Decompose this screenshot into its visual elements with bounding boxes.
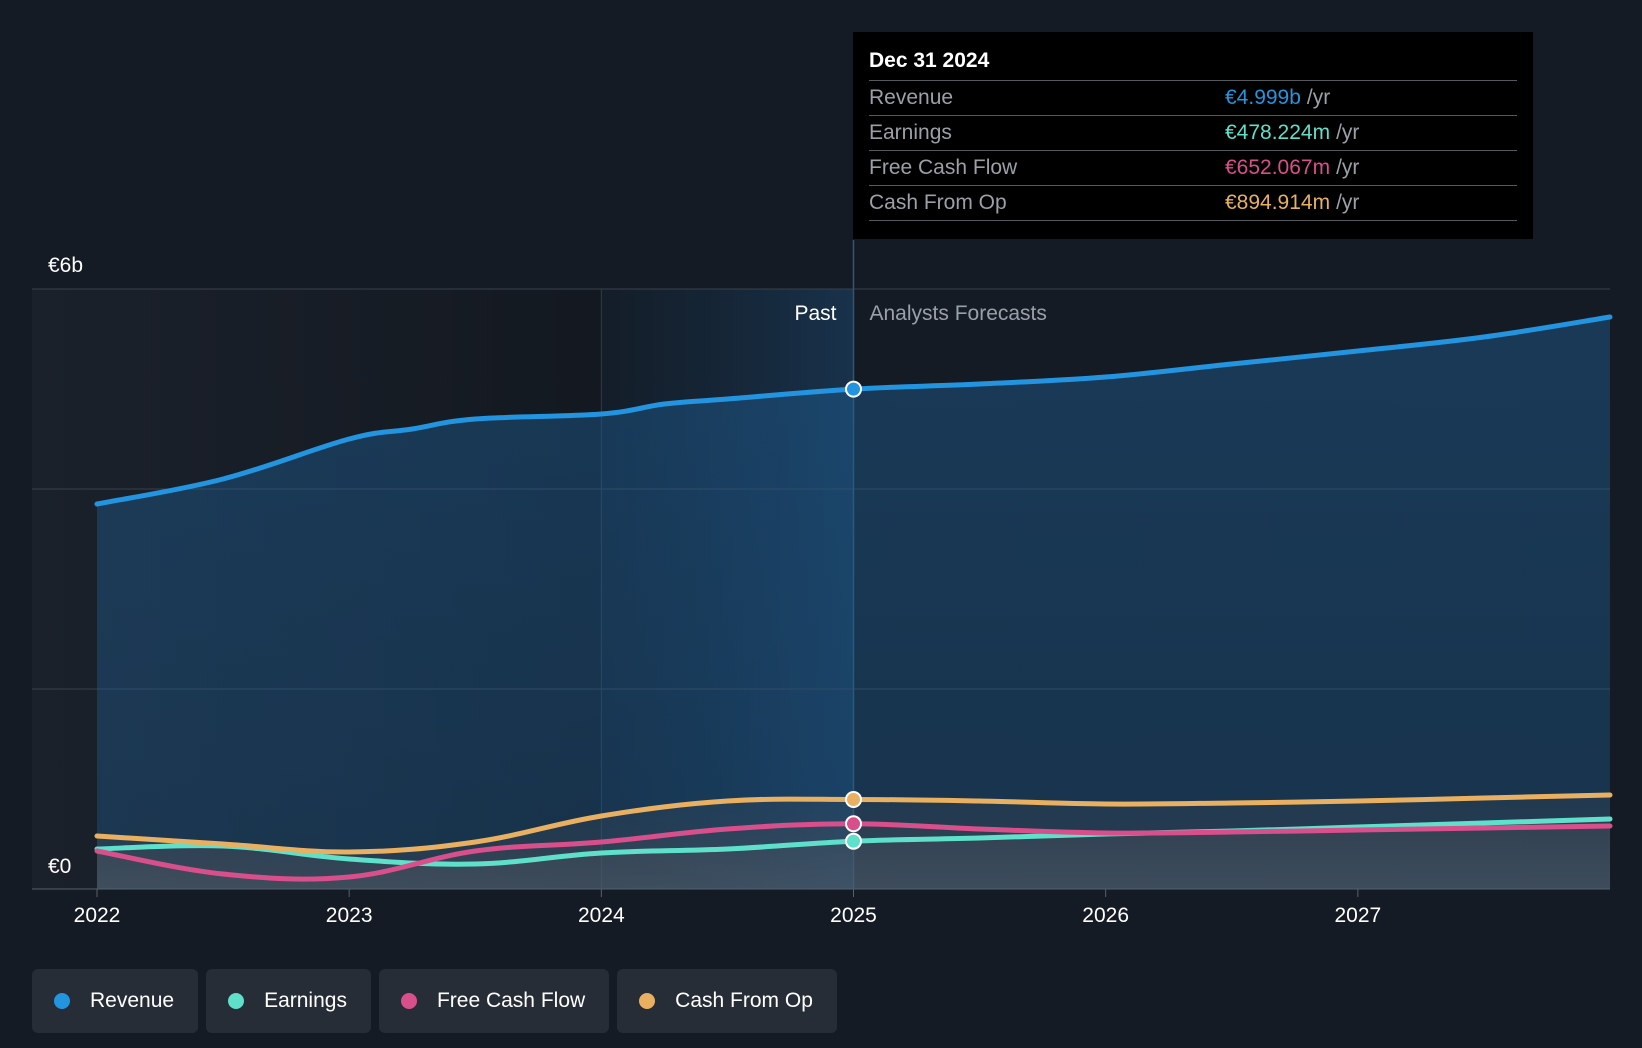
chart: 2022 2023 2024 2025 2026 2027 €0 €6b Past Analyst… — [32, 240, 1613, 927]
legend-label: Free Cash Flow — [436, 989, 586, 1012]
tooltip-value: €478.224m — [1225, 121, 1331, 144]
x-tick-label: 2023 — [326, 904, 373, 927]
legend-item-free-cash-flow[interactable]: Free Cash Flow — [378, 969, 610, 1033]
tooltip: Dec 31 2024 Revenue €4.999b /yr Earnings… — [853, 32, 1533, 239]
series-line-revenue — [94, 314, 1613, 507]
legend-label: Earnings — [264, 989, 347, 1012]
y-tick-label: €0 — [48, 855, 71, 878]
legend-item-revenue[interactable]: Revenue — [32, 969, 199, 1033]
tooltip-value: €652.067m — [1225, 156, 1331, 179]
tooltip-label: Earnings — [869, 121, 952, 144]
data-point-earnings — [845, 832, 862, 850]
legend-item-earnings[interactable]: Earnings — [206, 969, 371, 1033]
x-tick-label: 2026 — [1082, 904, 1129, 927]
legend-dot-icon — [228, 993, 245, 1009]
tooltip-row-cash-from-op: Cash From Op €894.914m /yr — [869, 186, 1517, 221]
tooltip-label: Free Cash Flow — [869, 156, 1018, 179]
past-label: Past — [794, 302, 836, 325]
legend-dot-icon — [54, 993, 70, 1009]
data-point-free-cash-flow — [845, 815, 862, 833]
tooltip-unit: /yr — [1306, 86, 1331, 109]
tooltip-value: €894.914m — [1225, 191, 1331, 214]
data-point-revenue — [845, 380, 862, 398]
tooltip-label: Revenue — [869, 86, 954, 109]
tooltip-date: Dec 31 2024 — [869, 46, 1517, 81]
series-area-revenue — [97, 317, 1610, 889]
x-tick-label: 2022 — [74, 904, 121, 927]
tooltip-value: €4.999b — [1225, 86, 1301, 109]
tooltip-row-revenue: Revenue €4.999b /yr — [869, 81, 1517, 116]
tooltip-unit: /yr — [1336, 156, 1360, 179]
tooltip-row-free-cash-flow: Free Cash Flow €652.067m /yr — [869, 151, 1517, 186]
legend-dot-icon — [400, 993, 417, 1009]
data-point-cash-from-op — [845, 791, 862, 808]
legend-item-cash-from-op[interactable]: Cash From Op — [617, 969, 837, 1033]
tooltip-label: Cash From Op — [869, 191, 1007, 214]
legend-dot-icon — [639, 993, 656, 1009]
tooltip-unit: /yr — [1336, 121, 1360, 144]
x-tick-label: 2025 — [830, 904, 877, 927]
y-tick-label: €6b — [48, 254, 83, 277]
forecast-label: Analysts Forecasts — [870, 302, 1047, 325]
legend-label: Revenue — [90, 989, 175, 1012]
legend-label: Cash From Op — [675, 989, 813, 1012]
x-tick-label: 2024 — [578, 904, 625, 927]
tooltip-unit: /yr — [1336, 191, 1360, 214]
legend: Revenue Earnings Free Cash Flow Cash Fro… — [32, 969, 837, 1033]
x-tick-label: 2027 — [1334, 904, 1381, 927]
tooltip-row-earnings: Earnings €478.224m /yr — [869, 116, 1517, 151]
